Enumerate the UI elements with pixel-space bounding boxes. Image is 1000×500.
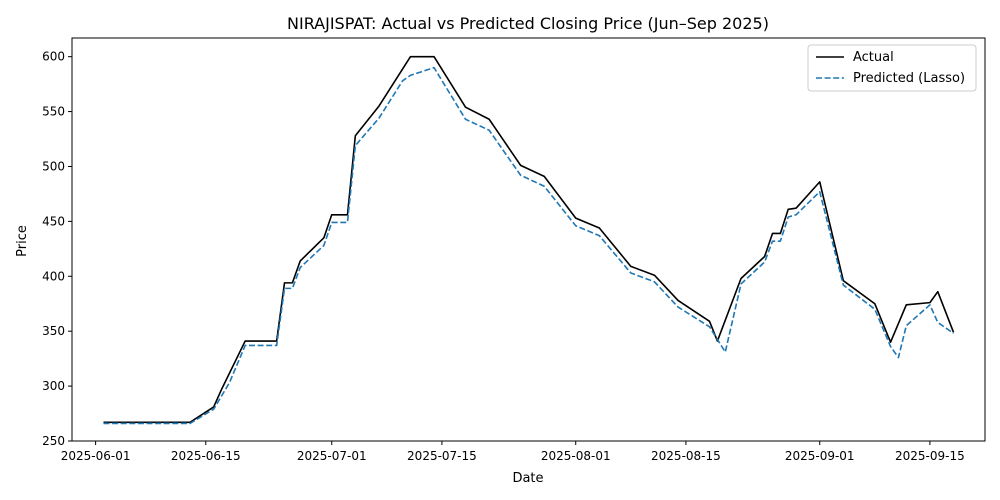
x-tick-label: 2025-06-15 <box>171 449 241 463</box>
legend-box <box>807 44 977 92</box>
y-axis-label: Price <box>15 225 30 257</box>
x-tick-label: 2025-07-15 <box>407 449 477 463</box>
series-line-predicted <box>103 66 954 425</box>
y-axis: 250 300 350 400 450 500 550 600 <box>42 50 72 448</box>
legend-label-predicted: Predicted (Lasso) <box>853 71 965 86</box>
y-tick-label: 450 <box>42 214 65 228</box>
legend: Actual Predicted (Lasso) <box>807 44 977 92</box>
x-axis-label: Date <box>512 471 543 486</box>
x-tick-label: 2025-08-15 <box>651 449 721 463</box>
x-tick-label: 2025-06-01 <box>61 449 131 463</box>
y-tick-label: 350 <box>42 324 65 338</box>
series-layer <box>103 55 955 425</box>
legend-label-actual: Actual <box>853 50 894 65</box>
x-tick-label: 2025-09-15 <box>895 449 965 463</box>
y-tick-label: 400 <box>42 269 65 283</box>
plot-frame <box>71 37 986 442</box>
y-tick-label: 250 <box>42 434 65 448</box>
x-axis: 2025-06-01 2025-06-15 2025-07-01 2025-07-15… <box>61 441 965 463</box>
y-tick-label: 500 <box>42 159 65 173</box>
chart-title: NIRAJISPAT: Actual vs Predicted Closing … <box>287 14 769 33</box>
x-tick-label: 2025-09-01 <box>785 449 855 463</box>
x-tick-label: 2025-08-01 <box>541 449 611 463</box>
y-tick-label: 600 <box>42 50 65 64</box>
x-tick-label: 2025-07-01 <box>297 449 367 463</box>
y-tick-label: 300 <box>42 379 65 393</box>
series-line-actual <box>103 55 955 424</box>
y-tick-label: 550 <box>42 105 65 119</box>
